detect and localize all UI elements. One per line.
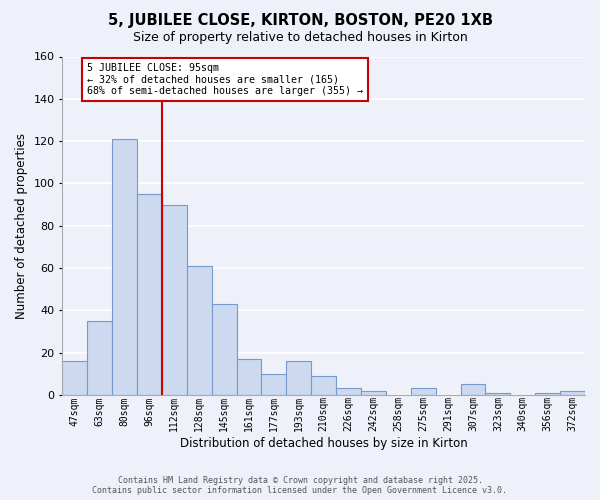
Bar xyxy=(187,266,212,395)
Bar xyxy=(212,304,236,395)
Text: 5, JUBILEE CLOSE, KIRTON, BOSTON, PE20 1XB: 5, JUBILEE CLOSE, KIRTON, BOSTON, PE20 1… xyxy=(107,12,493,28)
Bar xyxy=(236,359,262,395)
Bar xyxy=(485,392,511,395)
Bar xyxy=(262,374,286,395)
Bar xyxy=(112,139,137,395)
Bar xyxy=(311,376,336,395)
Bar xyxy=(560,390,585,395)
Bar xyxy=(535,392,560,395)
Bar xyxy=(461,384,485,395)
Bar xyxy=(336,388,361,395)
Text: Contains HM Land Registry data © Crown copyright and database right 2025.
Contai: Contains HM Land Registry data © Crown c… xyxy=(92,476,508,495)
Bar xyxy=(137,194,162,395)
Bar xyxy=(286,361,311,395)
Bar xyxy=(87,321,112,395)
Bar xyxy=(411,388,436,395)
Bar xyxy=(361,390,386,395)
Bar xyxy=(162,204,187,395)
Bar xyxy=(62,361,87,395)
Text: Size of property relative to detached houses in Kirton: Size of property relative to detached ho… xyxy=(133,31,467,44)
X-axis label: Distribution of detached houses by size in Kirton: Distribution of detached houses by size … xyxy=(180,437,467,450)
Y-axis label: Number of detached properties: Number of detached properties xyxy=(15,132,28,318)
Text: 5 JUBILEE CLOSE: 95sqm
← 32% of detached houses are smaller (165)
68% of semi-de: 5 JUBILEE CLOSE: 95sqm ← 32% of detached… xyxy=(87,63,363,96)
